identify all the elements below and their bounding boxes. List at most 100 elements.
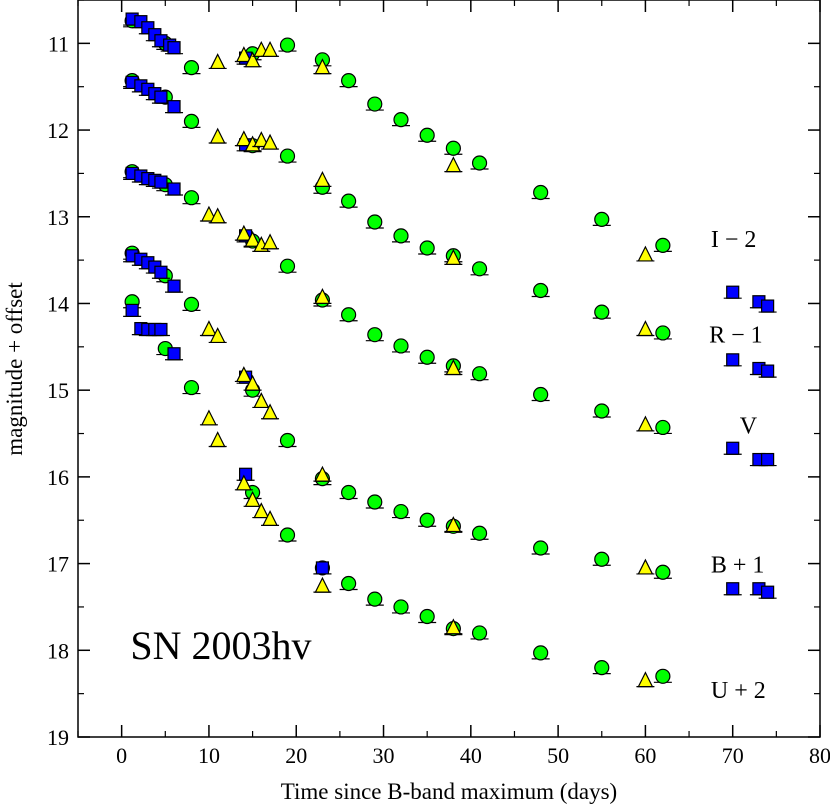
y-tick-label: 13 (47, 205, 69, 230)
data-point-triangle (262, 403, 279, 420)
data-point-triangle (314, 171, 331, 187)
data-point-circle (367, 327, 383, 343)
axis-ticks: 0 10 20 30 40 50 60 70 80 11 12 13 14 15 16 17 18 19 (47, 0, 830, 768)
data-point-triangle (314, 465, 331, 482)
data-point-triangle (209, 127, 226, 144)
data-point-circle (183, 379, 200, 396)
band-offset-label: U + 2 (711, 678, 766, 704)
data-point-circle (594, 551, 610, 567)
series-group (208, 127, 655, 337)
series-group (123, 75, 777, 378)
data-point-circle (183, 190, 200, 206)
y-tick-label: 11 (48, 31, 69, 56)
data-point-square (761, 585, 775, 599)
data-marks (123, 12, 777, 688)
data-point-circle (419, 512, 435, 528)
data-point-circle (594, 304, 610, 320)
annotations: SN 2003hv I − 2 R − 1 V B + 1 U + 2 (130, 227, 765, 704)
data-point-square (125, 303, 139, 318)
data-point-circle (655, 419, 671, 436)
data-point-triangle (262, 233, 279, 250)
data-point-square (167, 347, 181, 361)
data-point-triangle (235, 474, 252, 491)
data-point-circle (419, 240, 435, 256)
data-point-square (167, 279, 181, 293)
data-point-square (761, 299, 775, 313)
data-point-triangle (637, 415, 654, 432)
data-point-circle (279, 148, 296, 164)
data-point-square (726, 285, 740, 299)
data-point-triangle (209, 431, 226, 448)
x-tick-label: 30 (373, 743, 395, 768)
data-point-triangle (235, 130, 252, 147)
data-point-circle (341, 193, 357, 209)
data-point-triangle (445, 156, 462, 173)
data-point-triangle (209, 327, 226, 344)
x-tick-label: 20 (285, 743, 307, 768)
series-group (199, 409, 655, 688)
data-point-circle (341, 307, 357, 323)
data-point-circle (419, 349, 435, 365)
data-point-square (315, 561, 330, 575)
data-point-triangle (637, 671, 654, 688)
y-tick-label: 17 (47, 552, 69, 577)
data-point-circle (393, 228, 409, 244)
x-axis-label: Time since B-band maximum (days) (281, 779, 617, 804)
data-point-triangle (200, 205, 217, 222)
series-group (199, 320, 655, 575)
data-point-circle (594, 211, 610, 227)
data-point-triangle (314, 58, 331, 75)
band-offset-label: R − 1 (709, 322, 763, 348)
data-point-circle (367, 214, 383, 230)
data-point-circle (341, 73, 357, 89)
data-point-circle (279, 432, 296, 449)
data-point-square (726, 353, 740, 367)
data-point-circle (533, 184, 549, 201)
data-point-circle (471, 155, 488, 171)
data-point-triangle (235, 46, 252, 63)
series-group (123, 12, 777, 313)
x-tick-label: 10 (198, 743, 220, 768)
data-point-circle (533, 540, 549, 556)
data-point-circle (419, 608, 435, 625)
data-point-circle (393, 338, 409, 354)
series-group (208, 40, 655, 262)
data-point-square (167, 41, 181, 55)
data-point-triangle (262, 133, 279, 150)
data-point-square (154, 322, 168, 337)
data-point-circle (533, 386, 549, 403)
data-point-circle (341, 575, 357, 592)
data-point-circle (183, 113, 200, 129)
data-point-circle (393, 599, 409, 615)
data-point-triangle (637, 320, 654, 337)
data-point-triangle (253, 392, 270, 409)
data-point-square (761, 452, 775, 467)
x-tick-label: 40 (460, 743, 482, 768)
data-point-square (726, 582, 740, 596)
data-point-circle (279, 258, 296, 274)
data-point-triangle (253, 131, 270, 148)
data-point-circle (655, 237, 671, 253)
data-point-square (761, 364, 775, 378)
band-offset-label: V (740, 414, 758, 440)
data-point-triangle (209, 53, 226, 70)
data-point-circle (655, 325, 671, 341)
data-point-square (167, 182, 181, 196)
data-point-circle (393, 503, 409, 520)
x-tick-label: 50 (547, 743, 569, 768)
object-name-label: SN 2003hv (130, 623, 311, 668)
data-point-triangle (244, 51, 261, 68)
data-point-circle (419, 127, 435, 143)
data-point-triangle (253, 502, 270, 519)
data-point-circle (367, 96, 383, 112)
series-group (123, 245, 672, 580)
data-point-triangle (637, 245, 654, 262)
data-point-circle (594, 403, 610, 419)
data-point-square (154, 175, 168, 189)
data-point-circle (655, 564, 671, 580)
data-point-circle (594, 660, 610, 676)
data-point-circle (471, 366, 488, 382)
data-point-triangle (209, 207, 226, 224)
data-point-circle (183, 60, 200, 76)
data-point-triangle (235, 224, 252, 241)
